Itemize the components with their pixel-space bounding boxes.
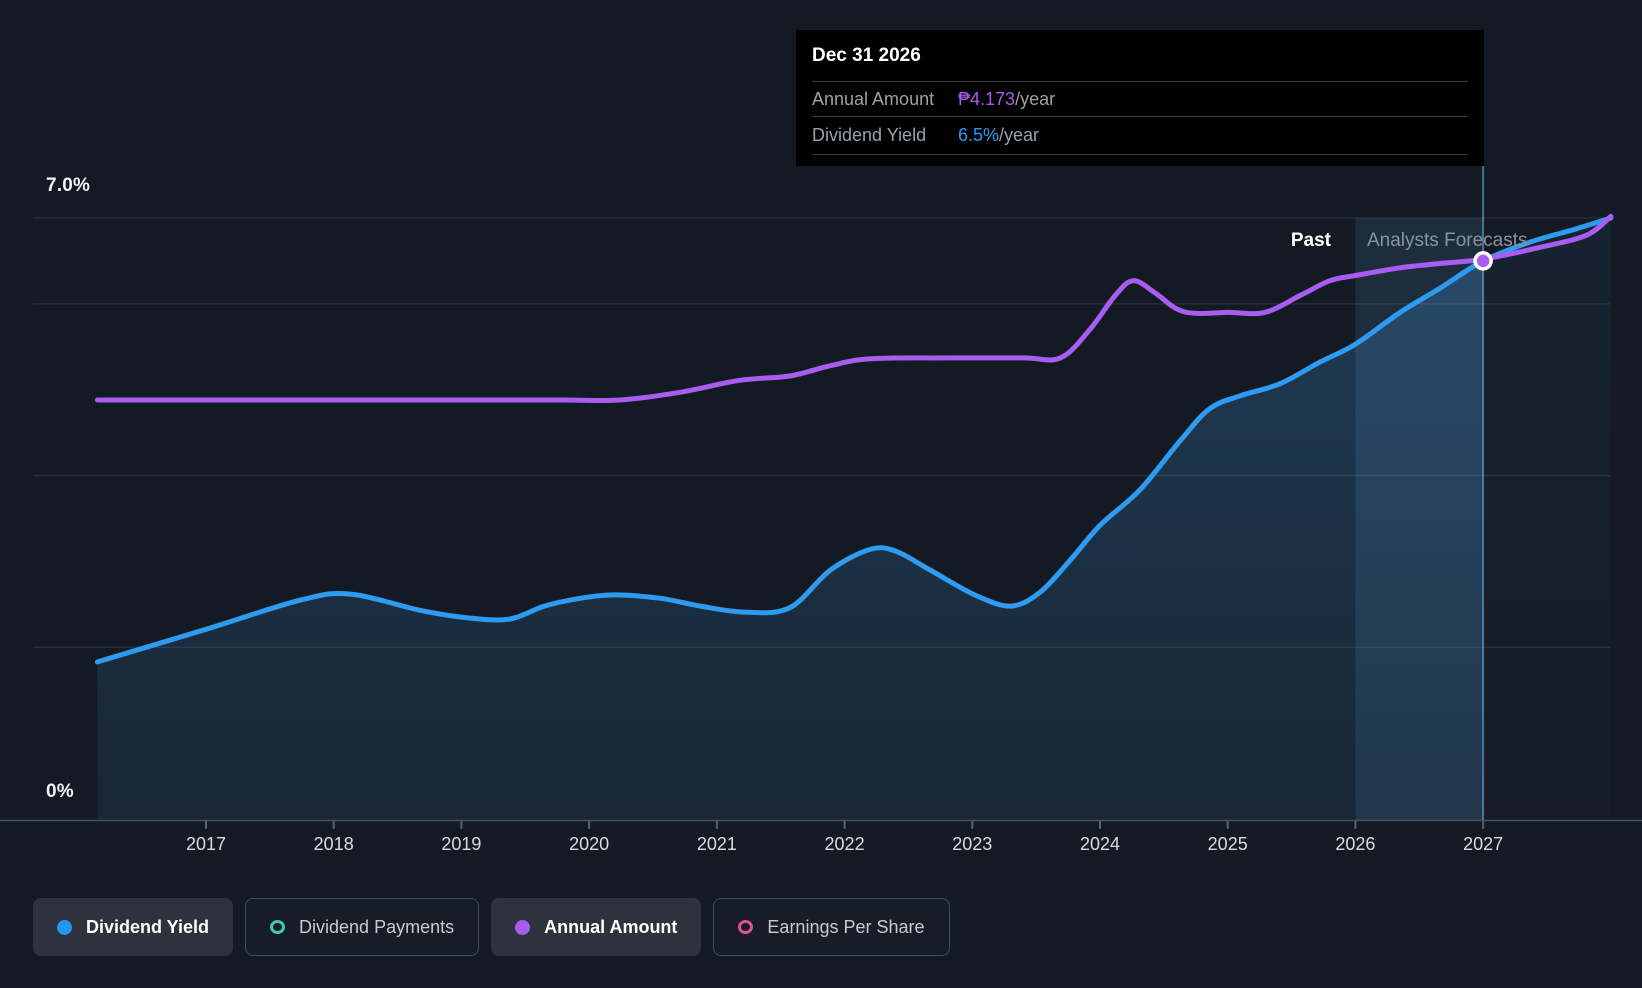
legend-label: Annual Amount bbox=[544, 916, 678, 937]
x-axis-label-2021: 2021 bbox=[696, 834, 737, 854]
x-axis-label-2018: 2018 bbox=[313, 834, 354, 854]
tooltip-row-value: 6.5% bbox=[958, 125, 1000, 145]
forecast-highlight-band bbox=[1355, 218, 1484, 820]
dividend-payments-ring-icon bbox=[270, 920, 286, 934]
past-zone-label: Past bbox=[1290, 230, 1331, 251]
forecast-zone-label: Analysts Forecasts bbox=[1367, 230, 1528, 251]
tooltip-row-label: Annual Amount bbox=[812, 88, 935, 109]
legend-button-dividend-yield[interactable]: Dividend Yield bbox=[33, 898, 234, 956]
x-axis-label-2026: 2026 bbox=[1335, 834, 1376, 854]
dividend-yield-dot-icon bbox=[57, 919, 72, 935]
annual-amount-dot-icon bbox=[515, 919, 531, 935]
x-axis-label-2022: 2022 bbox=[824, 834, 865, 854]
tooltip-row-label: Dividend Yield bbox=[812, 125, 927, 145]
legend-button-annual-amount[interactable]: Annual Amount bbox=[491, 898, 702, 956]
x-axis-label-2027: 2027 bbox=[1463, 834, 1504, 854]
x-axis-label-2023: 2023 bbox=[952, 834, 993, 854]
x-axis-label-2020: 2020 bbox=[569, 834, 610, 854]
annual-amount-line[interactable] bbox=[94, 213, 1614, 404]
x-axis-label-2025: 2025 bbox=[1207, 834, 1248, 854]
y-axis-max-label: 7.0% bbox=[46, 175, 91, 196]
dividend-yield-line[interactable] bbox=[94, 215, 1614, 665]
tooltip-row: Dividend Yield 6.5%/year bbox=[812, 117, 1468, 155]
tooltip-row-unit: /year bbox=[1015, 88, 1056, 109]
chart-tooltip: Dec 31 2026 Annual Amount ₱4.173/year Divi… bbox=[796, 30, 1484, 166]
x-axis-label-2019: 2019 bbox=[441, 834, 482, 854]
hover-marker-dot[interactable] bbox=[1473, 251, 1493, 271]
y-axis-min-label: 0% bbox=[46, 781, 74, 802]
dividend-yield-area-forecast bbox=[1483, 218, 1611, 820]
chart-legend: Dividend Yield Dividend Payments Annual Am… bbox=[33, 898, 950, 956]
legend-button-dividend-payments[interactable]: Dividend Payments bbox=[245, 898, 480, 956]
earnings-per-share-ring-icon bbox=[738, 920, 754, 934]
x-axis-label-2017: 2017 bbox=[185, 834, 227, 854]
legend-label: Dividend Yield bbox=[86, 916, 210, 937]
tooltip-row: Annual Amount ₱4.173/year bbox=[812, 82, 1468, 117]
legend-button-earnings-per-share[interactable]: Earnings Per Share bbox=[713, 898, 950, 956]
x-axis-label-2024: 2024 bbox=[1079, 834, 1120, 854]
tooltip-date: Dec 31 2026 bbox=[812, 30, 1468, 82]
tooltip-row-unit: /year bbox=[999, 125, 1040, 145]
tooltip-row-value: ₱4.173 bbox=[958, 88, 1016, 109]
dividend-yield-area-past bbox=[97, 260, 1484, 820]
legend-label: Earnings Per Share bbox=[767, 916, 925, 937]
legend-label: Dividend Payments bbox=[299, 916, 455, 937]
